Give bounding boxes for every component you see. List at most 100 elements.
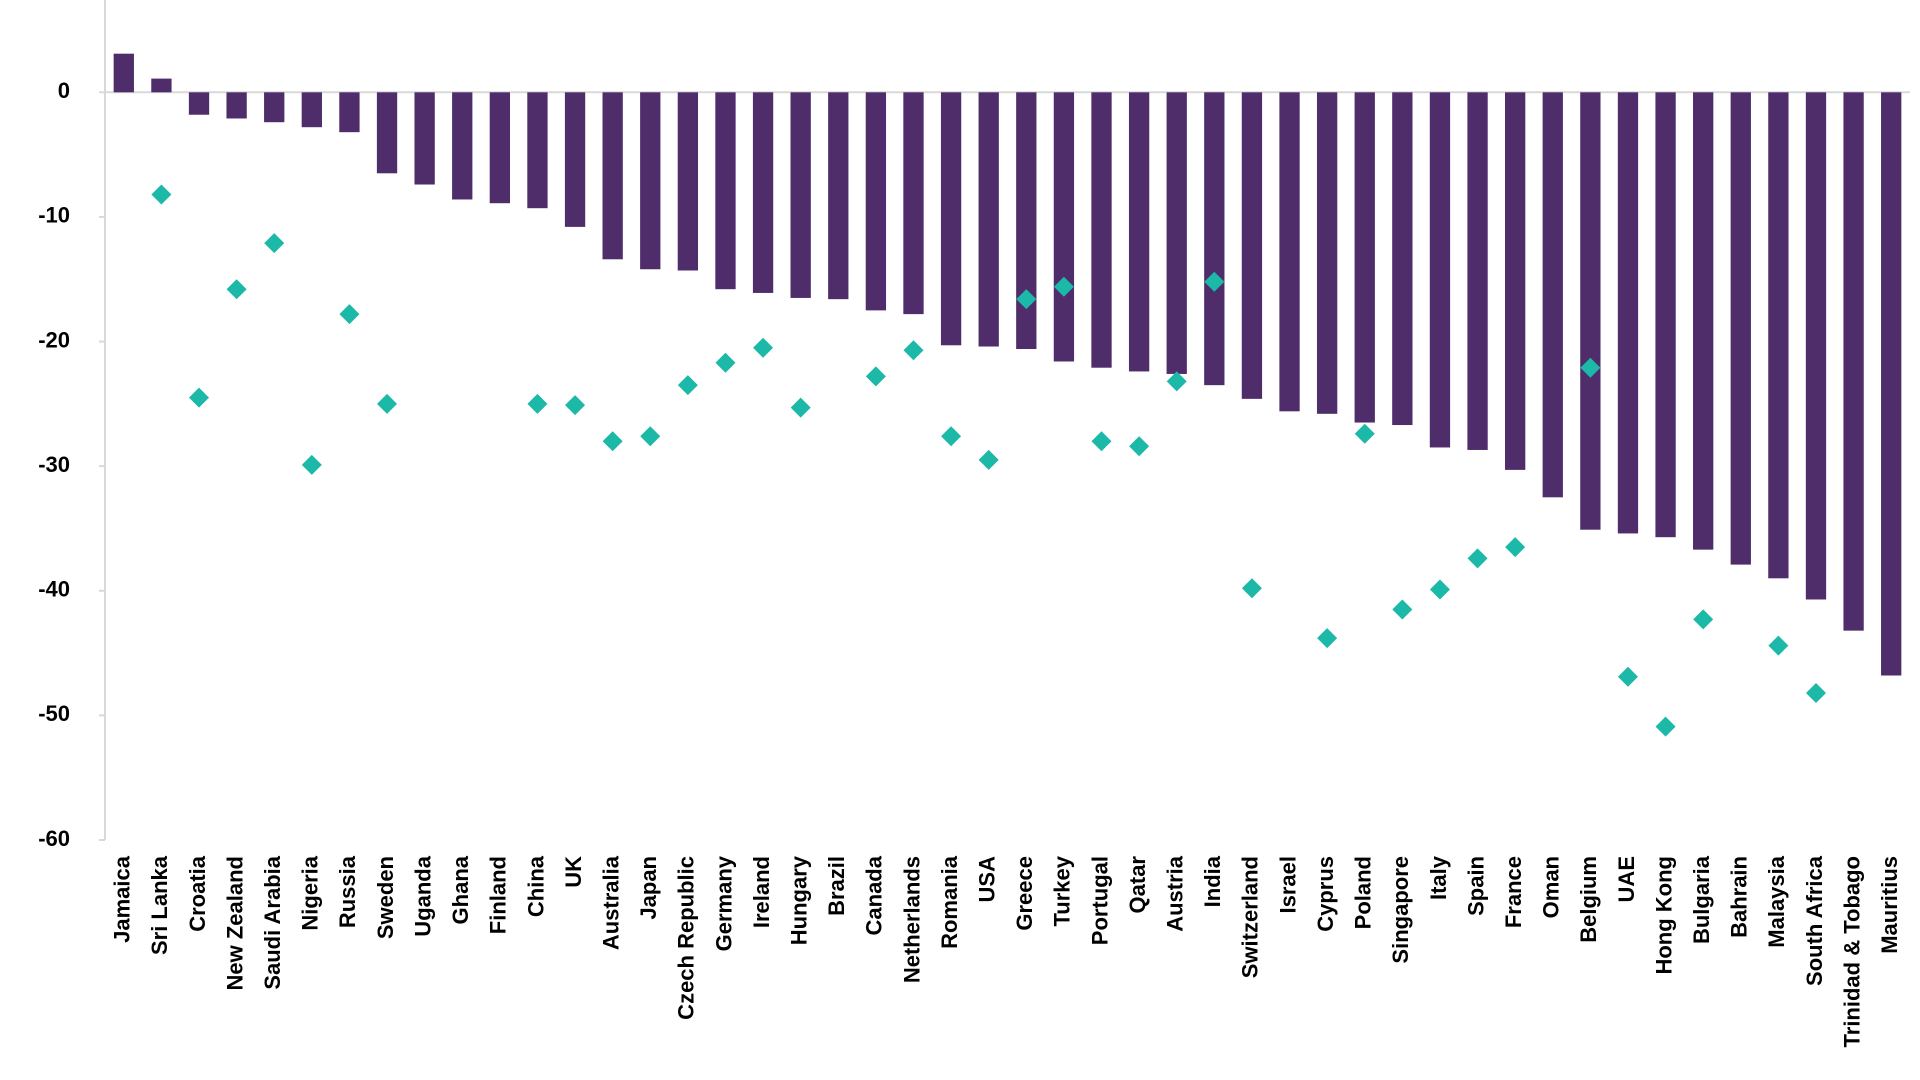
bar: [1429, 92, 1451, 448]
diamond-marker: [640, 426, 661, 447]
bar: [1204, 92, 1225, 386]
x-tick-label: Saudi Arabia: [260, 855, 285, 989]
bar: [940, 92, 962, 346]
diamond-marker: [715, 352, 736, 373]
bar: [1316, 92, 1338, 414]
diamond-marker: [1053, 276, 1074, 297]
x-tick-label: Mauritius: [1877, 856, 1902, 954]
x-tick-label: South Africa: [1802, 855, 1827, 986]
x-tick-label: Israel: [1275, 856, 1300, 914]
x-tick-label: Hong Kong: [1651, 856, 1676, 975]
bar: [264, 92, 285, 123]
x-tick-label: Austria: [1163, 855, 1188, 932]
x-tick-label: Portugal: [1087, 856, 1112, 945]
diamond-marker: [1805, 682, 1826, 703]
diamond-marker: [565, 395, 586, 416]
y-tick-label: 0: [58, 78, 70, 103]
x-tick-label: Spain: [1463, 856, 1488, 916]
diamond-marker: [790, 397, 811, 418]
x-tick-label: Sweden: [373, 856, 398, 939]
bar: [640, 92, 661, 270]
x-tick-label: Oman: [1539, 856, 1564, 918]
x-tick-label: France: [1501, 856, 1526, 928]
bar: [752, 92, 774, 293]
bar: [1580, 92, 1601, 530]
bar: [1053, 92, 1075, 362]
bar: [1354, 92, 1375, 423]
bar: [1279, 92, 1300, 412]
bar: [903, 92, 924, 315]
bar: [602, 92, 623, 260]
diamond-marker: [1505, 537, 1526, 558]
diamond-marker: [1166, 371, 1187, 392]
diamond-marker: [1655, 716, 1676, 737]
diamond-marker: [1091, 431, 1112, 452]
bar: [1505, 92, 1526, 470]
bar: [564, 92, 586, 227]
x-tick-label: Greece: [1012, 856, 1037, 931]
bar: [715, 92, 736, 290]
diamond-marker: [189, 387, 210, 408]
bar: [452, 92, 473, 200]
y-tick-label: -10: [38, 203, 70, 228]
diamond-marker: [1354, 423, 1375, 444]
bar: [790, 92, 811, 298]
bar: [1730, 92, 1751, 565]
diamond-marker: [865, 366, 886, 387]
x-tick-label: Trinidad & Tobago: [1839, 856, 1864, 1047]
bar: [1617, 92, 1639, 534]
diamond-marker: [602, 431, 623, 452]
diamond-marker: [753, 337, 774, 358]
x-tick-label: Qatar: [1125, 856, 1150, 914]
bar: [828, 92, 849, 300]
x-tick-label: Ghana: [448, 855, 473, 924]
x-tick-label: India: [1200, 855, 1225, 907]
x-tick-label: Sri Lanka: [147, 855, 172, 955]
diamond-marker: [151, 184, 172, 205]
bar: [1768, 92, 1789, 579]
diamond-marker: [1204, 271, 1225, 292]
bar: [1166, 92, 1187, 374]
x-tick-label: Cyprus: [1313, 856, 1338, 932]
bar: [1467, 92, 1488, 450]
x-tick-label: Croatia: [185, 855, 210, 932]
x-tick-label: Italy: [1426, 855, 1451, 900]
bar: [677, 92, 699, 271]
diamond-marker: [978, 449, 999, 470]
bar: [527, 92, 548, 209]
x-tick-label: New Zealand: [222, 856, 247, 990]
bar: [489, 92, 510, 204]
diamond-marker: [264, 233, 285, 254]
y-tick-label: -60: [38, 826, 70, 851]
x-tick-label: Singapore: [1388, 856, 1413, 964]
x-tick-label: Poland: [1351, 856, 1376, 929]
diamond-marker: [1016, 289, 1037, 310]
diamond-marker: [1392, 599, 1413, 620]
diamond-marker: [339, 304, 360, 325]
x-tick-label: Australia: [598, 855, 623, 950]
bar: [1693, 92, 1714, 550]
bar: [865, 92, 887, 311]
y-tick-label: -30: [38, 452, 70, 477]
bar: [151, 78, 172, 93]
x-tick-label: Germany: [711, 855, 736, 951]
diamond-marker: [1617, 666, 1638, 687]
x-tick-label: Jamaica: [110, 855, 135, 943]
x-tick-label: Malaysia: [1764, 855, 1789, 947]
bar: [301, 92, 322, 128]
x-tick-label: Switzerland: [1238, 856, 1263, 978]
diamond-marker: [1580, 357, 1601, 378]
bar: [1655, 92, 1676, 538]
y-tick-label: -50: [38, 701, 70, 726]
diamond-marker: [903, 340, 924, 361]
bar: [1843, 92, 1864, 631]
x-tick-label: Japan: [636, 856, 661, 920]
bar: [226, 92, 247, 119]
bar: [414, 92, 435, 185]
x-tick-label: Hungary: [786, 855, 811, 945]
bar: [1392, 92, 1413, 426]
bar: [1805, 92, 1827, 600]
diamond-marker: [941, 426, 962, 447]
diamond-marker: [377, 393, 398, 414]
x-tick-label: UAE: [1614, 856, 1639, 902]
